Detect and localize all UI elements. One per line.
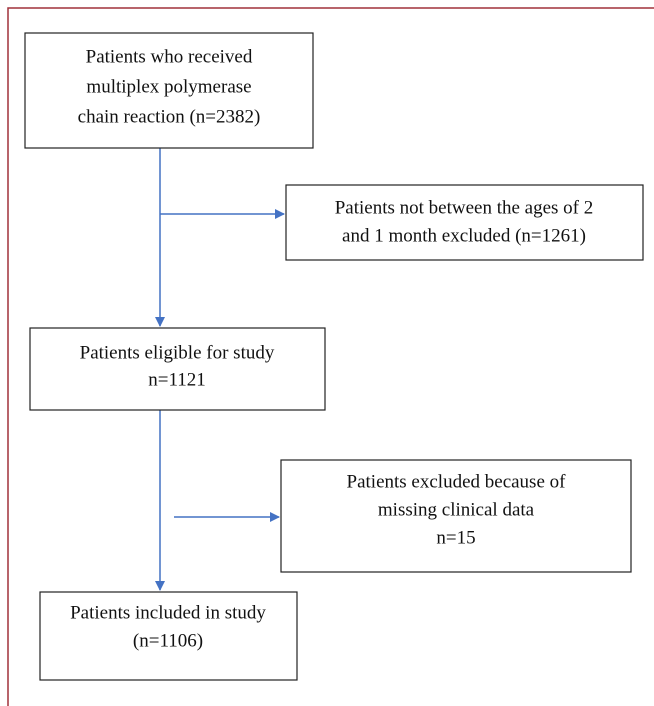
node-text: multiplex polymerase — [86, 76, 251, 97]
node-text: chain reaction (n=2382) — [78, 106, 261, 127]
frame — [7, 7, 654, 706]
node-text: and 1 month excluded (n=1261) — [342, 225, 586, 246]
node-text: Patients excluded because of — [347, 471, 567, 492]
node: Patients eligible for study n=1121 — [29, 327, 326, 411]
node-text: (n=1106) — [133, 630, 203, 651]
node-box — [29, 327, 326, 411]
node-box — [39, 591, 298, 681]
node-text: missing clinical data — [378, 499, 535, 520]
node: Patients who received multiplex polymera… — [24, 32, 314, 149]
node-text: n=15 — [436, 527, 475, 548]
node: Patients excluded because of missing cli… — [280, 459, 632, 573]
node-text: Patients who received — [86, 46, 253, 67]
node-text: Patients eligible for study — [80, 342, 275, 363]
node-box — [280, 459, 632, 573]
node-text: Patients included in study — [70, 602, 266, 623]
node-text: Patients not between the ages of 2 — [335, 197, 594, 218]
node-box — [285, 184, 644, 261]
node-text: n=1121 — [148, 369, 206, 390]
node: Patients included in study (n=1106) — [39, 591, 298, 681]
node-box — [24, 32, 314, 149]
node: Patients not between the ages of 2 and 1… — [285, 184, 644, 261]
